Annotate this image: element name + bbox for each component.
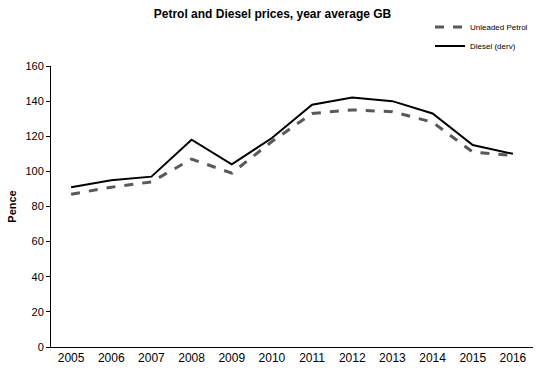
svg-text:80: 80 xyxy=(32,200,44,212)
svg-text:2014: 2014 xyxy=(419,351,446,365)
svg-text:2013: 2013 xyxy=(379,351,406,365)
svg-text:2008: 2008 xyxy=(178,351,205,365)
svg-text:2011: 2011 xyxy=(299,351,325,365)
svg-text:100: 100 xyxy=(25,165,43,177)
svg-text:Pence: Pence xyxy=(6,190,18,222)
svg-text:160: 160 xyxy=(25,60,43,72)
svg-text:2012: 2012 xyxy=(339,351,366,365)
svg-text:0: 0 xyxy=(38,341,44,353)
svg-text:2015: 2015 xyxy=(459,351,486,365)
svg-text:40: 40 xyxy=(32,271,44,283)
svg-text:20: 20 xyxy=(32,306,44,318)
svg-text:120: 120 xyxy=(25,130,43,142)
svg-text:2007: 2007 xyxy=(138,351,165,365)
svg-text:60: 60 xyxy=(32,235,44,247)
svg-text:2006: 2006 xyxy=(98,351,125,365)
svg-text:2010: 2010 xyxy=(259,351,286,365)
svg-text:140: 140 xyxy=(25,95,43,107)
svg-text:2009: 2009 xyxy=(218,351,245,365)
svg-text:Petrol and Diesel prices, year: Petrol and Diesel prices, year average G… xyxy=(154,7,392,21)
svg-text:2005: 2005 xyxy=(58,351,85,365)
svg-text:Diesel (derv): Diesel (derv) xyxy=(470,42,516,51)
svg-text:Unleaded Petrol: Unleaded Petrol xyxy=(470,23,528,32)
svg-text:2016: 2016 xyxy=(500,351,527,365)
